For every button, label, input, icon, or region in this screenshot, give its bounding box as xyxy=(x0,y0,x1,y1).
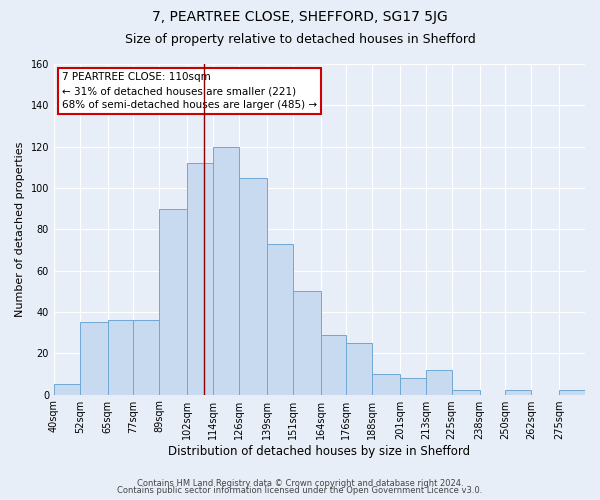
Text: 7, PEARTREE CLOSE, SHEFFORD, SG17 5JG: 7, PEARTREE CLOSE, SHEFFORD, SG17 5JG xyxy=(152,10,448,24)
Bar xyxy=(505,390,531,394)
Bar xyxy=(80,322,107,394)
Bar xyxy=(107,320,133,394)
Bar xyxy=(133,320,159,394)
Bar xyxy=(213,146,239,394)
Text: Contains public sector information licensed under the Open Government Licence v3: Contains public sector information licen… xyxy=(118,486,482,495)
Bar xyxy=(239,178,267,394)
Bar xyxy=(54,384,80,394)
X-axis label: Distribution of detached houses by size in Shefford: Distribution of detached houses by size … xyxy=(169,444,470,458)
Bar xyxy=(426,370,452,394)
Bar xyxy=(559,390,585,394)
Y-axis label: Number of detached properties: Number of detached properties xyxy=(15,142,25,317)
Bar xyxy=(400,378,426,394)
Text: Size of property relative to detached houses in Shefford: Size of property relative to detached ho… xyxy=(125,32,475,46)
Bar xyxy=(452,390,479,394)
Text: Contains HM Land Registry data © Crown copyright and database right 2024.: Contains HM Land Registry data © Crown c… xyxy=(137,478,463,488)
Text: 7 PEARTREE CLOSE: 110sqm
← 31% of detached houses are smaller (221)
68% of semi-: 7 PEARTREE CLOSE: 110sqm ← 31% of detach… xyxy=(62,72,317,110)
Bar xyxy=(372,374,400,394)
Bar xyxy=(187,163,213,394)
Bar xyxy=(267,244,293,394)
Bar xyxy=(320,334,346,394)
Bar xyxy=(293,292,320,395)
Bar xyxy=(159,208,187,394)
Bar xyxy=(346,343,372,394)
